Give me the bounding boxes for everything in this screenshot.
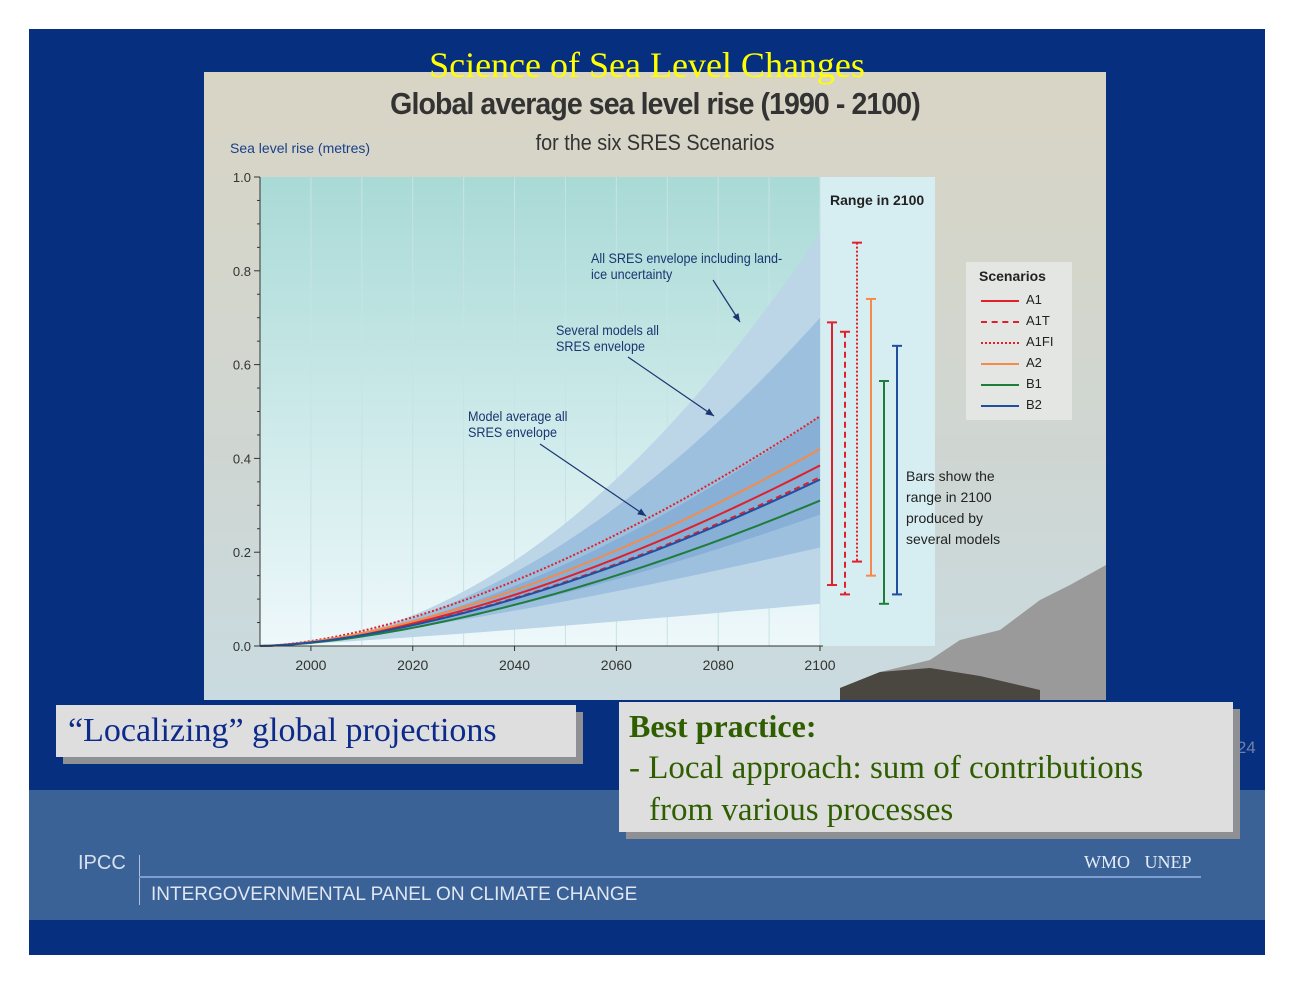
y-tick-label: 0.8 — [233, 264, 251, 279]
legend-swatch — [981, 405, 1019, 407]
slide-title: Science of Sea Level Changes — [429, 45, 865, 85]
legend-item-a1t: A1T — [981, 313, 1071, 331]
envelope-inner — [260, 416, 820, 646]
bars-note: Bars show the range in 2100 produced by … — [906, 466, 1000, 550]
arrow-head — [732, 313, 740, 322]
best-practice-box: Best practice: - Local approach: sum of … — [619, 702, 1233, 832]
legend-label: B2 — [1026, 397, 1042, 412]
y-tick-label: 1.0 — [233, 170, 251, 185]
y-tick-label: 0.0 — [233, 639, 251, 654]
series-line-a1fi — [259, 415, 821, 647]
chart-subtitle: for the six SRES Scenarios — [535, 130, 775, 155]
legend-label: A1 — [1026, 292, 1042, 307]
legend-label: A1T — [1026, 313, 1050, 328]
cliff-illustration — [840, 565, 1106, 700]
cliff-shadow — [840, 668, 1040, 700]
org-logos-text: WMO UNEP — [1084, 852, 1192, 872]
ipcc-full-name: INTERGOVERNMENTAL PANEL ON CLIMATE CHANG… — [151, 884, 638, 905]
range-title: Range in 2100 — [830, 192, 925, 208]
bars-note-line: several models — [906, 531, 1001, 547]
divider — [139, 876, 1201, 878]
x-tick-label: 2000 — [295, 657, 326, 673]
y-tick-label: 0.6 — [233, 358, 251, 373]
chart-title: Global average sea level rise (1990 - 21… — [390, 86, 921, 121]
annotation-outer-envelope: All SRES envelope including land-ice unc… — [591, 250, 783, 282]
annotation-arrow — [627, 356, 715, 417]
arrow-head — [637, 508, 646, 516]
legend-swatch — [981, 300, 1019, 302]
legend-item-a2: A2 — [981, 355, 1071, 373]
legend-item-a1: A1 — [981, 292, 1071, 310]
annotation-middle-envelope: Several models all SRES envelope — [556, 322, 659, 354]
range-panel-background — [820, 177, 935, 646]
legend-label: A2 — [1026, 355, 1042, 370]
x-tick-label: 2020 — [397, 657, 428, 673]
localizing-box: “Localizing” global projections — [56, 705, 576, 757]
series-line-b2 — [259, 478, 821, 647]
x-tick-label: 2060 — [601, 657, 632, 673]
legend: Scenarios A1 A1T A1FI A2 B1 B2 — [966, 262, 1072, 420]
legend-label: A1FI — [1026, 334, 1054, 349]
best-practice-line: from various processes — [649, 792, 954, 828]
annotation-arrow — [712, 279, 741, 323]
series-line-a2 — [259, 448, 821, 647]
x-tick-label: 2100 — [804, 657, 835, 673]
bars-note-line: Bars show the — [906, 468, 995, 484]
divider — [139, 855, 140, 905]
legend-swatch — [981, 363, 1019, 365]
bars-note-line: produced by — [906, 510, 984, 526]
y-tick-label: 0.2 — [233, 545, 251, 560]
legend-item-b2: B2 — [981, 397, 1071, 415]
y-tick-label: 0.4 — [233, 451, 251, 466]
legend-swatch — [981, 342, 1019, 344]
legend-item-a1fi: A1FI — [981, 334, 1071, 352]
legend-swatch — [981, 384, 1019, 386]
annotation-inner-envelope: Model average all SRES envelope — [468, 408, 568, 440]
bars-note-line: range in 2100 — [906, 489, 992, 505]
x-tick-label: 2080 — [703, 657, 734, 673]
best-practice-heading: Best practice: — [629, 708, 817, 744]
legend-item-b1: B1 — [981, 376, 1071, 394]
best-practice-line: - Local approach: sum of contributions — [629, 750, 1144, 786]
legend-swatch — [981, 321, 1019, 323]
series-line-b1 — [259, 499, 821, 647]
legend-title: Scenarios — [979, 268, 1046, 284]
arrow-head — [705, 408, 714, 416]
annotation-arrow — [539, 443, 647, 517]
x-tick-label: 2040 — [499, 657, 530, 673]
envelope-middle — [260, 317, 820, 646]
y-axis-label: Sea level rise (metres) — [230, 140, 371, 156]
legend-label: B1 — [1026, 376, 1042, 391]
ipcc-logo-text: IPCC — [78, 852, 126, 874]
